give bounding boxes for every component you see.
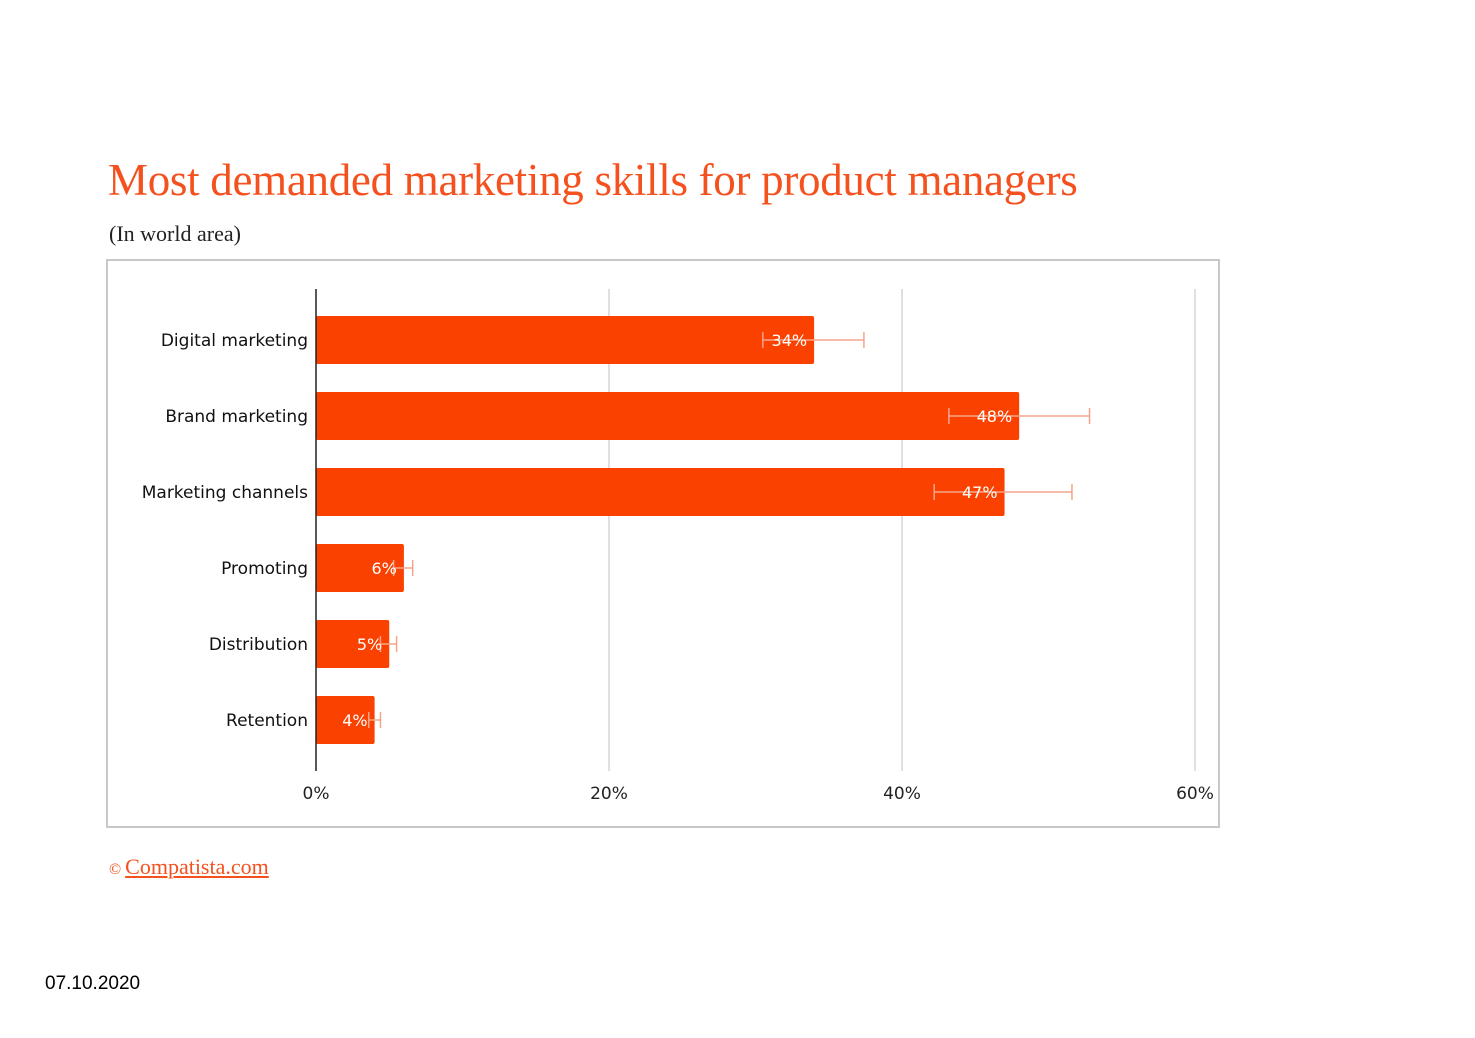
- category-label: Brand marketing: [165, 407, 308, 427]
- value-labels: 34% 48% 47% 6% 5% 4%: [342, 331, 1012, 730]
- error-bar: [948, 408, 1091, 424]
- chart-frame: 34% 48% 47% 6% 5% 4% Digital marketing Brand m…: [106, 259, 1220, 828]
- x-tick-label: 60%: [1176, 784, 1214, 804]
- x-tick-label: 20%: [590, 784, 628, 804]
- gridlines: [608, 289, 1196, 771]
- error-bar: [392, 560, 414, 576]
- bars: [316, 316, 1020, 744]
- bar: [316, 468, 1005, 516]
- error-bar: [367, 712, 382, 728]
- category-label: Digital marketing: [161, 331, 308, 351]
- value-label: 47%: [962, 483, 998, 502]
- bar: [316, 392, 1020, 440]
- x-tick-label: 0%: [303, 784, 330, 804]
- error-bar: [379, 636, 398, 652]
- category-label: Promoting: [221, 559, 308, 579]
- print-date: 07.10.2020: [45, 973, 141, 994]
- bar: [316, 620, 390, 668]
- category-labels: Digital marketing Brand marketing Marketin…: [142, 331, 308, 731]
- source-link[interactable]: Compatista.com: [125, 854, 269, 879]
- value-label: 6%: [372, 559, 397, 578]
- value-label: 48%: [977, 407, 1013, 426]
- error-bars: [367, 332, 1091, 728]
- x-axis-tick-labels: 0% 20% 40% 60%: [303, 784, 1214, 804]
- value-label: 4%: [342, 711, 367, 730]
- category-label: Marketing channels: [142, 483, 308, 503]
- bar-chart: 34% 48% 47% 6% 5% 4% Digital marketing Brand m…: [142, 289, 1214, 804]
- copyright-symbol: ©: [109, 861, 122, 878]
- bar: [316, 316, 815, 364]
- x-tick-label: 40%: [883, 784, 921, 804]
- value-label: 34%: [772, 331, 808, 350]
- chart-title: Most demanded marketing skills for produ…: [108, 155, 1078, 205]
- bar: [316, 696, 375, 744]
- source-credit: © Compatista.com: [109, 854, 269, 880]
- error-bar: [933, 484, 1073, 500]
- error-bar: [762, 332, 865, 348]
- category-label: Retention: [226, 711, 308, 731]
- chart-subtitle: (In world area): [109, 221, 241, 246]
- bar: [316, 544, 404, 592]
- value-label: 5%: [357, 635, 382, 654]
- category-label: Distribution: [209, 635, 308, 655]
